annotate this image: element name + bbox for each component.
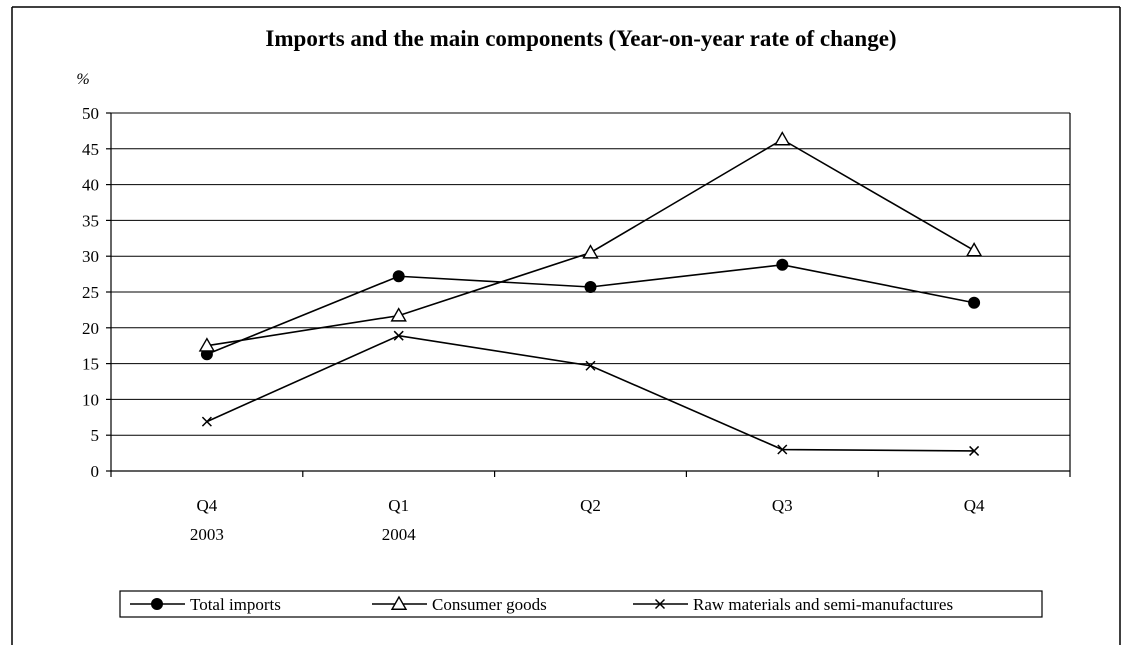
x-tick-label: Q3 bbox=[772, 496, 793, 515]
legend-item: Raw materials and semi-manufactures bbox=[633, 595, 953, 614]
y-tick-label: 0 bbox=[91, 462, 100, 481]
legend-box bbox=[119, 590, 1043, 618]
y-tick-label: 45 bbox=[82, 140, 99, 159]
x-tick-label: Q2 bbox=[580, 496, 601, 515]
data-point bbox=[582, 244, 599, 259]
x-tick-label: Q1 bbox=[388, 496, 409, 515]
gridlines bbox=[106, 112, 1071, 477]
series-line bbox=[206, 334, 975, 452]
legend-items: Total imports Consumer goods Raw materials… bbox=[130, 595, 953, 614]
data-point bbox=[390, 307, 407, 322]
series-line bbox=[206, 263, 975, 356]
legend-item: Total imports bbox=[130, 595, 281, 614]
x-tick-year-label: 2004 bbox=[382, 525, 417, 544]
y-tick-labels: 0 5 10 15 20 25 30 35 40 45 50 bbox=[82, 104, 99, 481]
chart-title: Imports and the main components (Year-on… bbox=[265, 26, 896, 51]
data-point bbox=[198, 337, 216, 352]
y-tick-label: 30 bbox=[82, 247, 99, 266]
series-filled-circle bbox=[200, 258, 981, 361]
legend-label: Raw materials and semi-manufactures bbox=[693, 595, 953, 614]
series-group bbox=[198, 131, 983, 456]
legend-marker bbox=[151, 598, 163, 610]
axes bbox=[110, 113, 1071, 472]
legend-item: Consumer goods bbox=[372, 595, 547, 614]
series-x-cross bbox=[201, 330, 980, 456]
y-tick-label: 35 bbox=[82, 211, 99, 230]
data-point bbox=[968, 296, 981, 309]
x-tick-labels: Q4 2003 Q1 2004 Q2 Q3 Q4 bbox=[190, 496, 985, 544]
y-unit-label: % bbox=[76, 71, 89, 88]
y-tick-label: 40 bbox=[82, 176, 99, 195]
data-point bbox=[969, 445, 980, 456]
y-tick-label: 50 bbox=[82, 104, 99, 123]
data-point bbox=[776, 258, 789, 271]
x-tick-label: Q4 bbox=[197, 496, 218, 515]
series-line bbox=[206, 138, 975, 347]
legend-label: Total imports bbox=[190, 595, 281, 614]
data-point bbox=[965, 242, 983, 257]
data-point bbox=[585, 360, 596, 371]
y-tick-label: 5 bbox=[91, 426, 100, 445]
data-point bbox=[393, 330, 404, 341]
y-tick-label: 15 bbox=[82, 355, 99, 374]
y-tick-label: 10 bbox=[82, 390, 99, 409]
legend: Total imports Consumer goods Raw materials… bbox=[119, 590, 1043, 618]
series-open-triangle bbox=[198, 131, 983, 352]
data-point bbox=[584, 280, 597, 293]
x-tick-year-label: 2003 bbox=[190, 525, 224, 544]
legend-marker bbox=[654, 598, 666, 610]
x-tick-label: Q4 bbox=[964, 496, 985, 515]
data-point bbox=[392, 270, 405, 283]
data-point bbox=[201, 416, 212, 427]
legend-label: Consumer goods bbox=[432, 595, 547, 614]
data-point bbox=[777, 444, 788, 455]
data-point bbox=[774, 131, 791, 146]
legend-marker bbox=[390, 595, 408, 610]
y-tick-label: 25 bbox=[82, 283, 99, 302]
y-tick-label: 20 bbox=[82, 319, 99, 338]
